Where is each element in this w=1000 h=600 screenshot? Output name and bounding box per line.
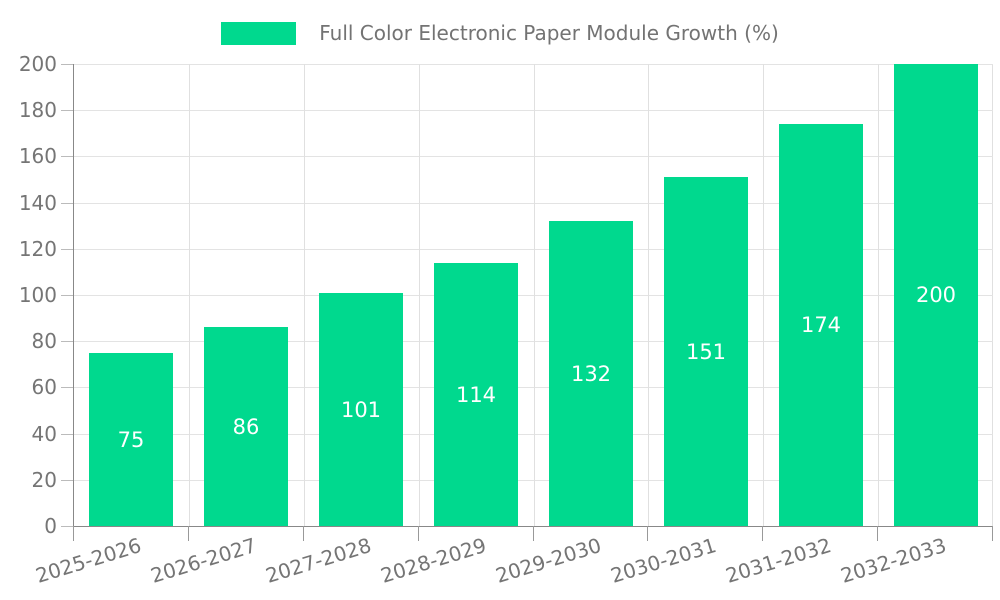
y-axis-tick bbox=[61, 249, 73, 250]
x-axis-category-label: 2025-2026 bbox=[33, 533, 145, 588]
y-axis-tick bbox=[61, 110, 73, 111]
bar: 114 bbox=[434, 263, 518, 526]
y-axis-tick-label: 140 bbox=[18, 191, 57, 215]
x-axis-category-label: 2032-2033 bbox=[837, 533, 949, 588]
y-axis-tick-label: 120 bbox=[18, 237, 57, 261]
y-axis-tick-label: 200 bbox=[18, 52, 57, 76]
gridline-horizontal bbox=[74, 434, 993, 435]
x-axis-tick bbox=[303, 526, 304, 541]
bar: 132 bbox=[549, 221, 633, 526]
bar-value-label: 114 bbox=[455, 382, 497, 407]
gridline-vertical bbox=[534, 64, 535, 526]
legend: Full Color Electronic Paper Module Growt… bbox=[0, 21, 1000, 45]
gridline-horizontal bbox=[74, 64, 993, 65]
x-axis-tick bbox=[992, 526, 993, 541]
y-axis-tick-label: 40 bbox=[31, 422, 57, 446]
y-axis-tick-label: 180 bbox=[18, 98, 57, 122]
x-axis-tick bbox=[647, 526, 648, 541]
bar-value-label: 101 bbox=[340, 397, 382, 422]
y-axis-tick bbox=[61, 480, 73, 481]
x-axis-category-label: 2031-2032 bbox=[722, 533, 834, 588]
gridline-horizontal bbox=[74, 249, 993, 250]
bar: 86 bbox=[204, 327, 288, 526]
x-axis-tick bbox=[73, 526, 74, 541]
y-axis-tick-label: 80 bbox=[31, 329, 57, 353]
x-axis-tick bbox=[418, 526, 419, 541]
y-axis-tick bbox=[61, 341, 73, 342]
y-axis-tick bbox=[61, 295, 73, 296]
x-axis-category-label: 2028-2029 bbox=[377, 533, 490, 588]
x-axis-category-label: 2026-2027 bbox=[148, 533, 260, 588]
bar-value-label: 174 bbox=[800, 313, 842, 337]
bar-value-label: 86 bbox=[232, 414, 260, 439]
plot-area: 75 86 101 114 132 151 174 200 bbox=[73, 64, 993, 527]
x-axis-category-label: 2027-2028 bbox=[262, 533, 375, 588]
y-axis-tick-label: 0 bbox=[44, 514, 57, 538]
gridline-horizontal bbox=[74, 110, 993, 111]
y-axis-tick-label: 160 bbox=[18, 144, 57, 168]
bar-value-label: 75 bbox=[117, 427, 145, 452]
bar: 101 bbox=[319, 293, 403, 526]
bar: 174 bbox=[779, 124, 863, 526]
x-axis-tick bbox=[533, 526, 534, 541]
gridline-horizontal bbox=[74, 480, 993, 481]
gridline-vertical bbox=[648, 64, 649, 526]
gridline-vertical bbox=[419, 64, 420, 526]
y-axis-tick-label: 20 bbox=[31, 468, 57, 492]
bar-value-label: 151 bbox=[685, 339, 727, 364]
y-axis-tick bbox=[61, 64, 73, 65]
gridline-vertical bbox=[763, 64, 764, 526]
gridline-vertical bbox=[878, 64, 879, 526]
x-axis-tick bbox=[188, 526, 189, 541]
bar: 75 bbox=[89, 353, 173, 526]
x-axis-tick bbox=[762, 526, 763, 541]
y-axis-tick-label: 100 bbox=[18, 283, 57, 307]
bar-value-label: 200 bbox=[915, 283, 957, 307]
y-axis-tick bbox=[61, 526, 73, 527]
y-axis-tick bbox=[61, 156, 73, 157]
gridline-horizontal bbox=[74, 387, 993, 388]
x-axis-tick bbox=[877, 526, 878, 541]
bar: 151 bbox=[664, 177, 748, 526]
gridline-vertical bbox=[189, 64, 190, 526]
y-axis-tick bbox=[61, 434, 73, 435]
bar: 200 bbox=[894, 64, 978, 526]
gridline-horizontal bbox=[74, 203, 993, 204]
bar-value-label: 132 bbox=[570, 361, 612, 386]
y-axis-tick bbox=[61, 203, 73, 204]
legend-label: Full Color Electronic Paper Module Growt… bbox=[319, 21, 779, 45]
gridline-horizontal bbox=[74, 295, 993, 296]
y-axis-tick-label: 60 bbox=[31, 375, 57, 399]
y-axis-tick bbox=[61, 387, 73, 388]
gridline-horizontal bbox=[74, 341, 993, 342]
legend-swatch bbox=[221, 21, 297, 45]
gridline-vertical bbox=[304, 64, 305, 526]
gridline-horizontal bbox=[74, 156, 993, 157]
x-axis-category-label: 2030-2031 bbox=[607, 533, 719, 588]
x-axis-category-label: 2029-2030 bbox=[492, 533, 604, 588]
